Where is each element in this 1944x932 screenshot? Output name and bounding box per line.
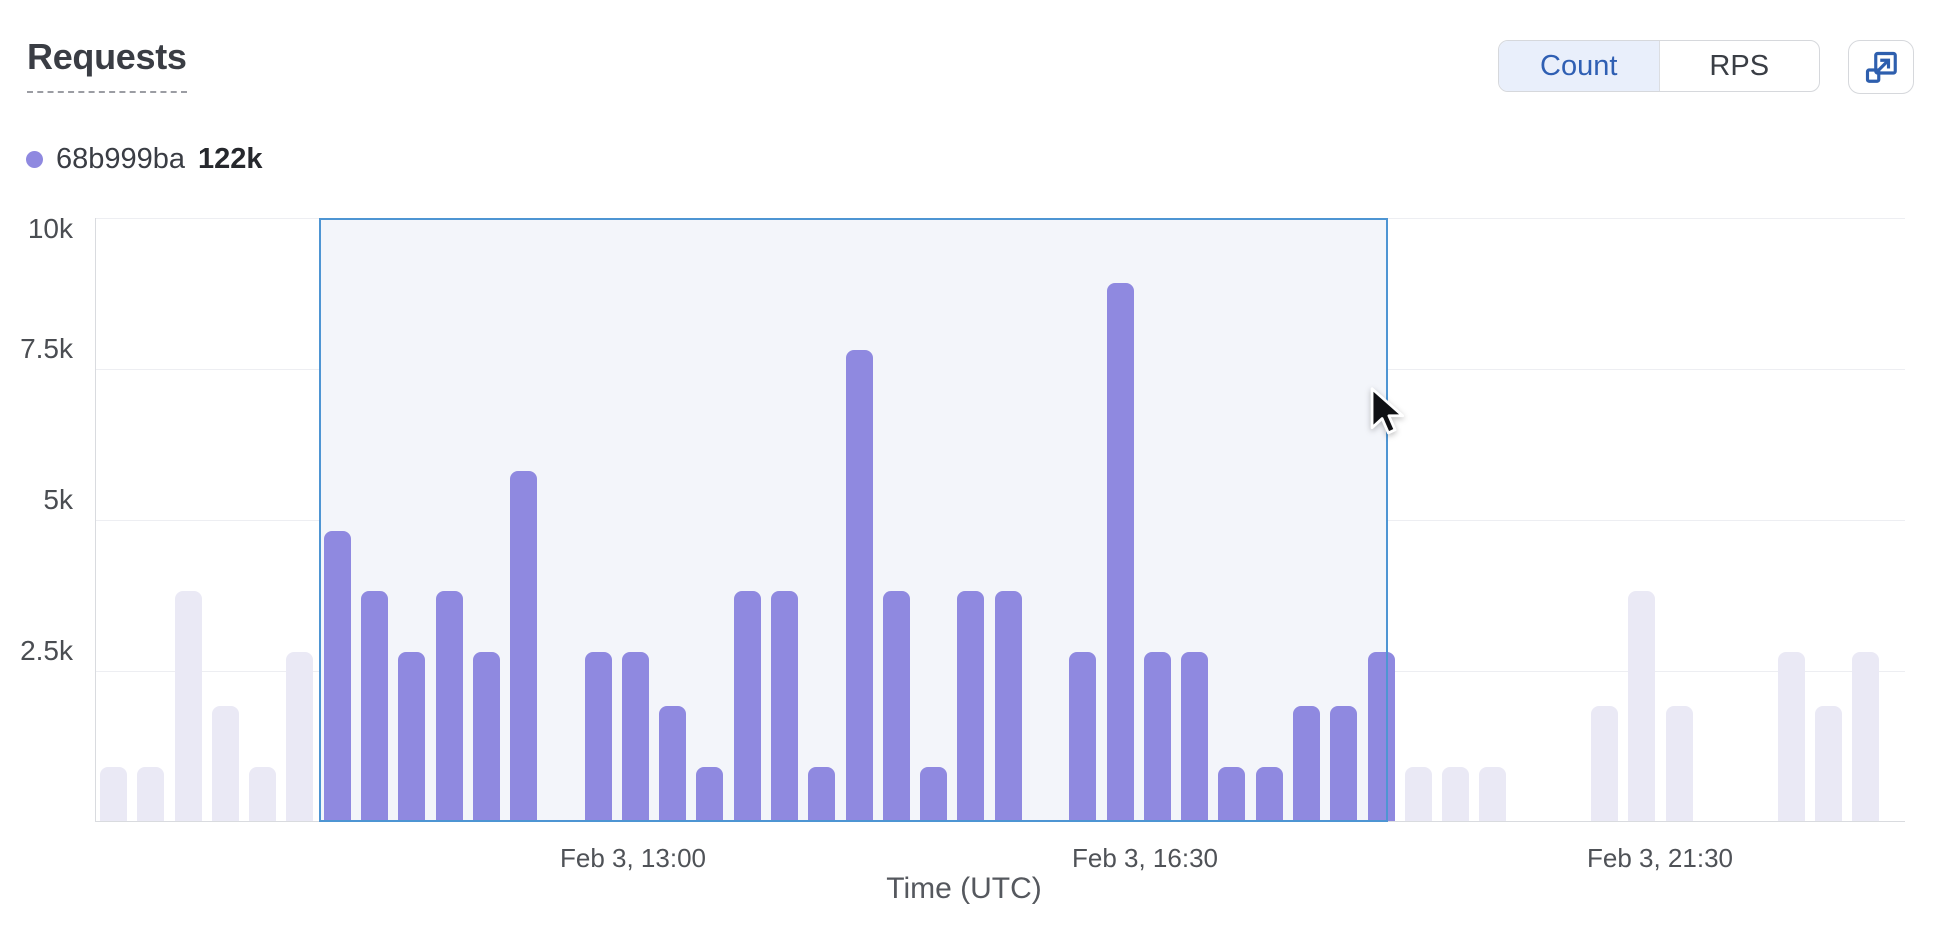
bar-selected[interactable] xyxy=(1330,706,1358,821)
bar-selected[interactable] xyxy=(882,591,910,821)
bar[interactable] xyxy=(1479,766,1507,821)
legend-series-name: 68b999ba xyxy=(56,142,186,175)
toggle-count-button[interactable]: Count xyxy=(1499,41,1660,91)
legend-series-value: 122k xyxy=(198,142,263,175)
bar[interactable] xyxy=(249,766,277,821)
bar[interactable] xyxy=(137,766,165,821)
bar-selected[interactable] xyxy=(510,470,538,821)
bar[interactable] xyxy=(286,651,314,821)
bar[interactable] xyxy=(1777,651,1805,821)
bar-selected[interactable] xyxy=(1218,766,1246,821)
legend-dot-icon xyxy=(26,150,43,168)
x-tick-label: Feb 3, 21:30 xyxy=(1587,843,1733,873)
bar-selected[interactable] xyxy=(659,706,687,821)
bar-selected[interactable] xyxy=(845,349,873,821)
expand-icon xyxy=(1865,51,1897,83)
x-axis-title: Time (UTC) xyxy=(886,872,1042,905)
bar[interactable] xyxy=(1852,651,1880,821)
bar[interactable] xyxy=(100,766,127,821)
bar-selected[interactable] xyxy=(1143,651,1171,821)
bar-selected[interactable] xyxy=(435,591,463,821)
bar-selected[interactable] xyxy=(1292,706,1320,821)
bar-selected[interactable] xyxy=(1367,651,1395,821)
bar-selected[interactable] xyxy=(584,651,612,821)
bar-selected[interactable] xyxy=(771,591,799,821)
bar-selected[interactable] xyxy=(398,651,426,821)
bar-selected[interactable] xyxy=(1181,651,1209,821)
bar[interactable] xyxy=(211,706,239,821)
bar-selected[interactable] xyxy=(808,766,836,821)
bar-selected[interactable] xyxy=(1069,651,1097,821)
bar[interactable] xyxy=(1814,706,1842,821)
bar[interactable] xyxy=(1665,706,1693,821)
bar[interactable] xyxy=(1404,766,1432,821)
expand-chart-button[interactable] xyxy=(1848,40,1914,94)
bar-selected[interactable] xyxy=(733,591,761,821)
y-tick-label: 2.5k xyxy=(20,635,73,666)
bar-selected[interactable] xyxy=(360,591,388,821)
x-tick-label: Feb 3, 16:30 xyxy=(1072,843,1218,873)
bar-selected[interactable] xyxy=(994,591,1022,821)
toggle-rps-button[interactable]: RPS xyxy=(1660,41,1820,91)
unit-toggle: Count RPS xyxy=(1498,40,1820,92)
bar-selected[interactable] xyxy=(1255,766,1283,821)
page-title: Requests xyxy=(27,36,187,93)
bar-selected[interactable] xyxy=(920,766,948,821)
x-tick-label: Feb 3, 13:00 xyxy=(560,843,706,873)
requests-chart[interactable] xyxy=(95,218,1905,822)
bar-selected[interactable] xyxy=(621,651,649,821)
bar-selected[interactable] xyxy=(323,531,351,821)
bar-selected[interactable] xyxy=(696,766,724,821)
bar[interactable] xyxy=(1591,706,1619,821)
y-tick-label: 5k xyxy=(43,484,73,515)
bar-selected[interactable] xyxy=(472,651,500,821)
legend[interactable]: 68b999ba 122k xyxy=(26,143,263,175)
bar[interactable] xyxy=(1628,591,1656,821)
bar[interactable] xyxy=(174,591,202,821)
bar-selected[interactable] xyxy=(957,591,985,821)
bar-selected[interactable] xyxy=(1106,283,1134,821)
bar[interactable] xyxy=(1442,766,1470,821)
y-tick-label: 7.5k xyxy=(20,333,73,364)
y-tick-label: 10k xyxy=(27,213,73,244)
